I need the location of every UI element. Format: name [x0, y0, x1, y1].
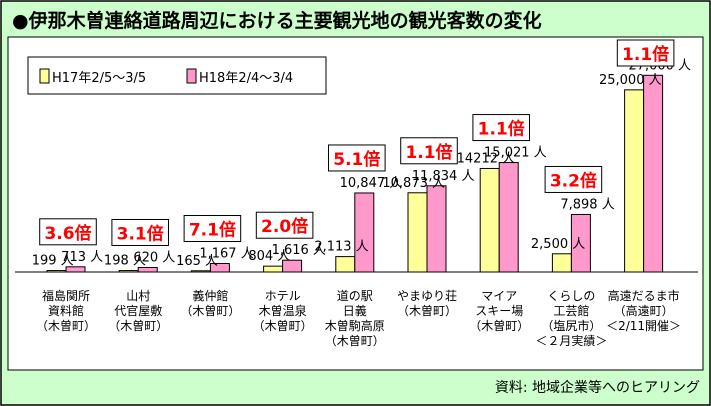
ratio-label: 2.0倍	[261, 216, 308, 237]
ratio-label: 1.1倍	[478, 119, 525, 140]
category-label: （木曽町）	[325, 333, 385, 348]
ratio-box	[400, 137, 458, 165]
value-label-h18: 1,167 人	[199, 246, 253, 261]
ratio-label: 3.6倍	[44, 223, 91, 244]
value-label-h17: 198 人	[104, 254, 146, 269]
bar-h18	[354, 192, 375, 273]
category-label: 木曽駒高原	[325, 318, 385, 333]
legend-label-h17: H17年2/5〜3/5	[52, 71, 146, 86]
category-label: 道の駅	[337, 289, 373, 303]
bar-h17	[263, 265, 284, 273]
ratio-box	[39, 218, 97, 246]
category-label: （木曽町）	[253, 318, 313, 333]
ratio-label: 3.2倍	[550, 170, 597, 191]
category-label: （木曽町）	[397, 303, 457, 318]
category-label: 高遠だるま市	[608, 288, 680, 303]
source-note: 資料: 地域企業等へのヒアリング	[495, 379, 700, 396]
value-label-h17: 804 人	[248, 249, 290, 264]
category-label: 日義	[343, 303, 367, 318]
ratio-box	[544, 165, 603, 193]
chart-title: ●伊那木曽連絡道路周辺における主要観光地の観光客数の変化	[12, 9, 542, 32]
legend: H17年2/5〜3/5 H18年2/4〜3/4	[27, 56, 327, 95]
value-label-h17: 25,000 人	[599, 73, 662, 88]
ratio-box	[183, 214, 242, 242]
category-label: 資料館	[48, 303, 84, 318]
category-label: ホテル	[265, 289, 301, 303]
category-label: ＜2/11開催＞	[606, 319, 681, 333]
value-label-h18: 1,616 人	[272, 243, 326, 258]
category-label: 福島関所	[42, 288, 90, 303]
ratio-box	[111, 218, 169, 246]
category-label: 工芸館	[553, 303, 589, 318]
ratio-label: 1.1倍	[405, 142, 452, 163]
bar-h17	[624, 89, 645, 273]
ratio-box	[616, 39, 675, 67]
bar-h17	[479, 167, 500, 273]
ratio-label: 7.1倍	[189, 219, 236, 240]
legend-swatch-h18	[186, 68, 197, 84]
category-label: 代官屋敷	[114, 303, 162, 318]
value-label-h17: 14212 人	[457, 151, 516, 166]
category-label: 山村	[126, 289, 150, 303]
bar-h17	[551, 253, 572, 273]
category-label: スキー場	[475, 304, 523, 318]
value-label-h18: 10,847 人	[340, 176, 403, 191]
bar-h17	[407, 192, 428, 273]
category-label: （高遠町）	[614, 303, 674, 318]
legend-swatch-h17	[39, 68, 50, 84]
bar-h17	[335, 256, 356, 273]
legend-label-h18: H18年2/4〜3/4	[199, 71, 293, 86]
category-label: くらしの	[547, 289, 595, 303]
ratio-box	[328, 144, 386, 172]
ratio-box	[255, 211, 314, 239]
value-label-h18: 713 人	[61, 250, 103, 265]
value-label-h18: 620 人	[133, 250, 175, 265]
category-label: （木曽町）	[469, 318, 529, 333]
ratio-label: 3.1倍	[117, 223, 164, 244]
category-label: マイア	[481, 289, 517, 303]
bar-h18	[643, 74, 664, 273]
category-label: （木曽町）	[180, 303, 240, 318]
value-label-h17: 2,500 人	[531, 237, 585, 252]
value-label-h18: 15,021 人	[484, 146, 547, 161]
value-label-h17: 2,113 人	[314, 240, 368, 255]
category-label: （木曽町）	[108, 318, 168, 333]
x-tick-labels: 福島関所資料館（木曽町）山村代官屋敷（木曽町）義仲館（木曽町）ホテル木曽温泉（木…	[36, 288, 681, 348]
ratio-box	[472, 114, 530, 142]
category-label: やまゆり荘	[397, 289, 457, 303]
value-label-h18: 7,898 人	[560, 197, 614, 212]
legend-box	[27, 56, 327, 95]
value-label-h17: 165 人	[176, 254, 218, 269]
value-label-h18: 11,834 人	[412, 169, 475, 184]
ratio-label: 1.1倍	[622, 44, 669, 65]
value-label-h17: 10,873 人	[382, 176, 445, 191]
category-label: 木曽温泉	[259, 303, 307, 318]
category-label: （塩尻市）	[541, 318, 601, 333]
category-label: ＜２月実績＞	[535, 333, 607, 348]
category-label: （木曽町）	[36, 318, 96, 333]
bar-h18	[498, 162, 519, 273]
bar-h18	[426, 185, 447, 273]
ratio-label: 5.1倍	[333, 149, 380, 170]
category-label: 義仲館	[192, 288, 228, 303]
value-label-h17: 199 人	[32, 254, 74, 269]
